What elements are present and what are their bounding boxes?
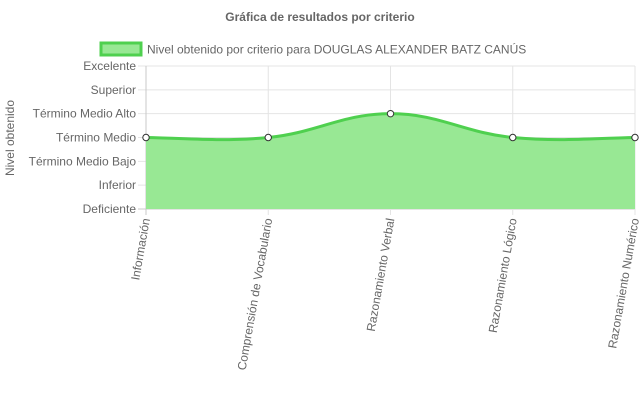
x-tick-label: Razonamiento Verbal [364, 217, 398, 332]
chart-title: Gráfica de resultados por criterio [225, 10, 414, 24]
y-tick-label: Término Medio Alto [33, 107, 137, 121]
x-tick-label: Razonamiento Numérico [605, 217, 639, 350]
data-point[interactable] [386, 109, 395, 118]
y-axis-title: Nivel obtenido [3, 100, 17, 176]
data-point[interactable] [631, 133, 639, 142]
y-tick-labels: Deficiente Inferior Término Medio Bajo Térm… [29, 59, 137, 216]
legend-label: Nivel obtenido por criterio para DOUGLAS… [147, 42, 526, 57]
legend[interactable]: Nivel obtenido por criterio para DOUGLAS… [99, 41, 526, 57]
area-fill [146, 113, 635, 209]
x-tick-label: Razonamiento Lógico [486, 217, 520, 334]
y-tick-label: Excelente [83, 59, 136, 73]
data-point[interactable] [509, 133, 517, 142]
data-point[interactable] [264, 133, 272, 142]
x-tick-label: Información [128, 217, 153, 281]
y-tick-label: Superior [91, 83, 136, 97]
legend-swatch [99, 41, 143, 57]
data-point[interactable] [142, 133, 150, 142]
x-tick-label: Comprensión de Vocabulario [235, 217, 276, 372]
y-tick-label: Término Medio Bajo [29, 154, 137, 168]
y-tick-label: Término Medio [56, 131, 136, 145]
area-layer [145, 112, 636, 209]
y-tick-label: Inferior [99, 178, 136, 192]
x-tick-labels: Información Comprensión de Vocabulario Raz… [128, 217, 639, 372]
y-tick-label: Deficiente [83, 202, 137, 216]
data-points [142, 109, 639, 142]
